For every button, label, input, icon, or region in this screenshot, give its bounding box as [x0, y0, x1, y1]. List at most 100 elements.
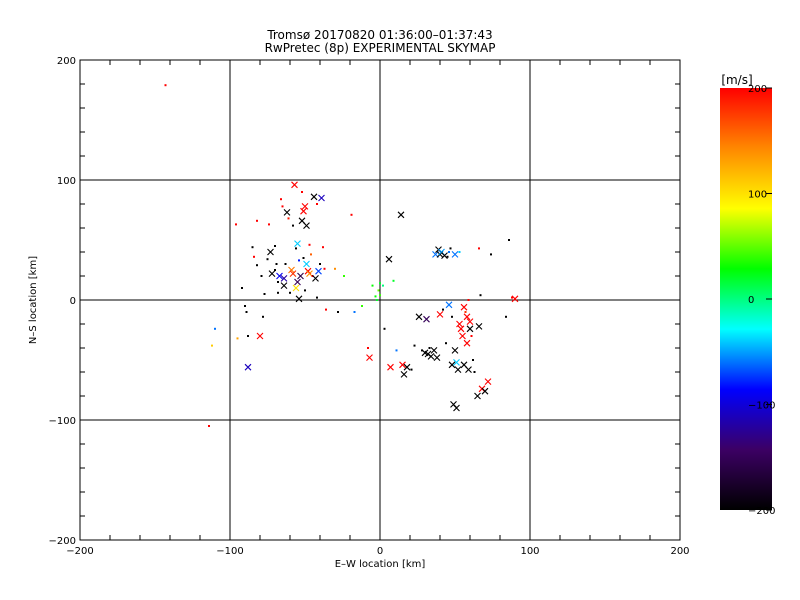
data-point-cross	[460, 303, 468, 311]
colorbar-tick-label: 0	[748, 295, 754, 306]
data-point-cross	[291, 181, 298, 189]
data-point-dot	[383, 327, 386, 330]
data-point-dot	[287, 217, 290, 220]
data-point-cross	[387, 363, 394, 371]
data-point-dot	[367, 347, 369, 349]
colorbar-tick-label: −200	[748, 506, 775, 517]
data-point-dot	[236, 337, 239, 340]
data-point-dot	[263, 293, 266, 295]
data-point-dot	[310, 253, 312, 256]
y-tick-label: 0	[70, 296, 76, 307]
data-point-dot	[446, 255, 449, 258]
data-point-dot	[245, 311, 248, 313]
colorbar-tick-label: 100	[748, 190, 767, 201]
data-point-dot	[448, 251, 450, 253]
data-point-dot	[478, 247, 480, 250]
data-point-dot	[211, 344, 213, 347]
data-point-dot	[322, 246, 324, 249]
data-point-cross	[403, 363, 411, 371]
data-point-cross	[256, 332, 264, 340]
data-point-cross	[385, 255, 393, 263]
data-point-cross	[451, 251, 459, 258]
data-point-dot	[392, 279, 395, 282]
x-axis-label: E–W location [km]	[335, 559, 426, 570]
data-point-dot	[266, 258, 269, 261]
data-point-dot	[244, 305, 246, 307]
y-tick-labels: −200 −100 0 100 200	[49, 56, 76, 547]
data-point-cross	[466, 318, 474, 325]
data-point-dot	[316, 296, 318, 299]
data-point-cross	[288, 266, 295, 274]
data-point-dot	[274, 245, 276, 247]
data-point-dot	[274, 269, 276, 271]
colorbar-gradient	[720, 88, 772, 510]
minor-ticks	[79, 59, 681, 541]
data-point-cross	[283, 209, 291, 216]
data-point-cross	[366, 354, 373, 361]
data-point-cross	[463, 339, 471, 347]
data-point-cross	[474, 392, 481, 400]
data-point-cross	[312, 275, 319, 282]
data-point-cross	[267, 248, 274, 256]
data-point-dot	[374, 295, 377, 298]
data-point-cross	[310, 193, 318, 201]
data-point-cross	[481, 387, 489, 395]
data-point-cross	[280, 275, 288, 282]
data-point-dot	[479, 294, 482, 297]
data-point-cross	[303, 260, 310, 268]
data-point-cross	[276, 272, 283, 280]
data-point-dot	[262, 315, 264, 318]
data-point-cross	[300, 207, 307, 215]
data-point-cross	[295, 295, 303, 303]
y-tick-label: −100	[49, 416, 76, 427]
data-point-dot	[377, 289, 380, 292]
data-point-dot	[302, 257, 305, 259]
data-point-cross	[436, 311, 444, 318]
data-point-cross	[453, 404, 460, 412]
data-point-cross	[484, 378, 492, 385]
data-point-cross	[294, 240, 301, 247]
x-tick-label: 0	[377, 546, 383, 557]
data-point-cross	[451, 347, 459, 354]
colorbar-tick-labels: 200 100 0 −100 −200	[748, 84, 775, 517]
data-point-dot	[445, 342, 447, 345]
data-point-cross	[303, 222, 310, 229]
data-point-dot	[467, 299, 470, 301]
data-point-cross	[280, 282, 288, 289]
data-point-dot	[473, 371, 476, 373]
data-point-dot	[379, 282, 381, 285]
data-point-dot	[301, 191, 303, 193]
y-tick-label: −200	[49, 536, 76, 547]
data-point-dot	[292, 224, 294, 227]
data-point-cross	[289, 270, 297, 277]
data-point-cross	[445, 301, 453, 309]
data-point-cross	[292, 284, 300, 292]
data-point-cross	[423, 315, 430, 323]
data-point-dot	[379, 294, 381, 297]
data-point-dot	[449, 247, 452, 250]
data-point-dot	[334, 267, 336, 270]
data-point-dot	[247, 335, 249, 337]
data-point-cross	[397, 211, 405, 219]
data-point-cross	[453, 359, 460, 366]
data-point-cross	[268, 270, 276, 277]
x-tick-label: 100	[520, 546, 539, 557]
data-point-cross	[454, 366, 462, 373]
data-point-dot	[470, 335, 473, 337]
data-point-dot	[323, 267, 326, 270]
colorbar-label: [m/s]	[721, 73, 752, 87]
data-point-dot	[361, 305, 363, 307]
data-point-cross	[297, 272, 304, 280]
data-point-cross	[457, 325, 465, 333]
data-point-dot	[458, 251, 461, 253]
colorbar-tick-label: −100	[748, 401, 775, 412]
data-point-dot	[350, 213, 353, 216]
data-point-dot	[451, 315, 453, 318]
data-point-cross	[318, 194, 325, 202]
data-point-dot	[256, 264, 258, 267]
data-point-cross	[511, 295, 519, 303]
data-point-dot	[413, 344, 416, 347]
data-point-dot	[511, 296, 513, 299]
data-point-dot	[304, 289, 306, 292]
